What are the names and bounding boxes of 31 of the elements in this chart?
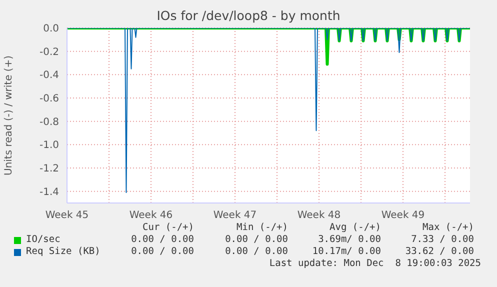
text: 10.17m/ 0.00 <box>312 246 381 257</box>
x-tick-label: Week 48 <box>297 210 341 222</box>
y-tick-label: 0.0 <box>43 24 59 35</box>
x-tick-label: Week 49 <box>381 210 425 222</box>
y-tick-label: -0.4 <box>39 70 59 82</box>
text: Cur (-/+) <box>142 222 194 233</box>
text: Min (-/+) <box>236 222 288 233</box>
y-tick-label: -1.4 <box>39 186 59 198</box>
text: 3.69m/ 0.00 <box>318 234 381 245</box>
line-series <box>67 28 470 193</box>
text: 0.00 / 0.00 <box>131 246 194 257</box>
y-tick-label: -0.6 <box>39 94 59 105</box>
text: 0.00 / 0.00 <box>225 234 288 245</box>
chart-title: IOs for /dev/loop8 - by month <box>156 8 342 23</box>
x-tick-label: Week 45 <box>45 210 89 222</box>
text: 0.00 / 0.00 <box>131 234 194 245</box>
x-tick-label: Week 47 <box>213 210 257 222</box>
y-tick-label: -0.8 <box>39 116 59 128</box>
y-tick-label: -0.2 <box>39 46 59 58</box>
y-tick-label: -1.0 <box>39 140 59 152</box>
text: 7.33 / 0.00 <box>411 234 474 245</box>
text: 0.00 / 0.00 <box>225 246 288 257</box>
text: Avg (-/+) <box>330 222 381 233</box>
text: Last update: Mon Dec 8 19:00:03 2025 <box>269 258 481 269</box>
legend-label: Req Size (KB) <box>26 246 100 257</box>
text: 33.62 / 0.00 <box>405 246 474 257</box>
x-tick-label: Week 46 <box>129 210 173 222</box>
legend-label: IO/sec <box>26 234 60 245</box>
text: Max (-/+) <box>422 222 474 233</box>
y-axis-title: Units read (-) / write (+) <box>4 55 15 176</box>
y-tick-label: -1.2 <box>39 164 59 175</box>
